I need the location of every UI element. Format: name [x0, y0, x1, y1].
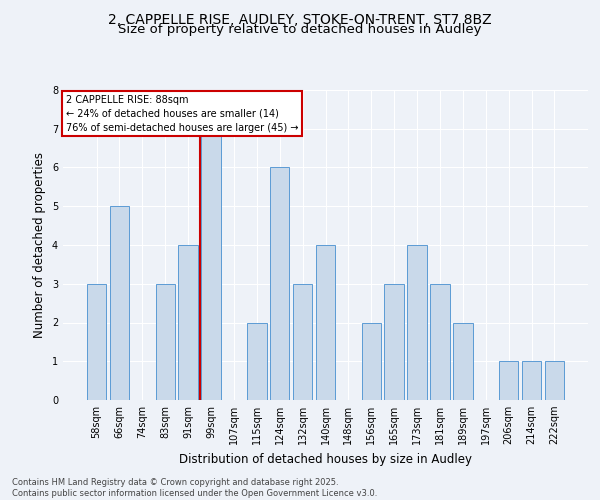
- Text: 2, CAPPELLE RISE, AUDLEY, STOKE-ON-TRENT, ST7 8BZ: 2, CAPPELLE RISE, AUDLEY, STOKE-ON-TRENT…: [108, 12, 492, 26]
- Bar: [385, 284, 404, 400]
- Text: Contains HM Land Registry data © Crown copyright and database right 2025.
Contai: Contains HM Land Registry data © Crown c…: [12, 478, 377, 498]
- Bar: [247, 322, 266, 400]
- Bar: [453, 322, 473, 400]
- Bar: [202, 128, 221, 400]
- Bar: [293, 284, 313, 400]
- Y-axis label: Number of detached properties: Number of detached properties: [34, 152, 46, 338]
- Text: 2 CAPPELLE RISE: 88sqm
← 24% of detached houses are smaller (14)
76% of semi-det: 2 CAPPELLE RISE: 88sqm ← 24% of detached…: [65, 94, 298, 132]
- Bar: [545, 361, 564, 400]
- Bar: [522, 361, 541, 400]
- Bar: [499, 361, 518, 400]
- Bar: [407, 245, 427, 400]
- Bar: [110, 206, 129, 400]
- Bar: [316, 245, 335, 400]
- Bar: [155, 284, 175, 400]
- X-axis label: Distribution of detached houses by size in Audley: Distribution of detached houses by size …: [179, 452, 472, 466]
- Bar: [178, 245, 198, 400]
- Bar: [430, 284, 449, 400]
- Text: Size of property relative to detached houses in Audley: Size of property relative to detached ho…: [118, 22, 482, 36]
- Bar: [87, 284, 106, 400]
- Bar: [270, 168, 289, 400]
- Bar: [362, 322, 381, 400]
